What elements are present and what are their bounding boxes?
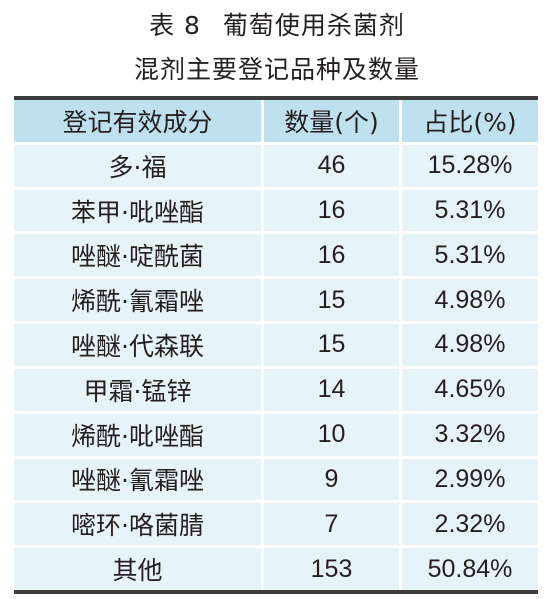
row-divider [14, 500, 538, 504]
count-cell: 9 [261, 458, 399, 501]
ingredient-cell: 苯甲·吡唑酯 [71, 197, 204, 227]
table-row: 唑醚·代森联 15 4.98% [14, 324, 538, 366]
ingredient-cell: 嘧环·咯菌腈 [71, 511, 204, 541]
row-divider [14, 455, 538, 459]
count-cell: 14 [261, 368, 399, 411]
table-row: 唑醚·啶酰菌 16 5.31% [14, 234, 538, 277]
percent-cell: 5.31% [399, 234, 538, 277]
count-cell: 16 [261, 234, 399, 277]
table-row: 苯甲·吡唑酯 16 5.31% [14, 189, 538, 232]
caption-line-2: 混剂主要登记品种及数量 [133, 55, 420, 84]
caption-line-1: 表 8 葡萄使用杀菌剂 [0, 8, 554, 44]
percent-cell: 4.65% [399, 368, 538, 411]
ingredient-cell: 唑醚·啶酰菌 [71, 242, 204, 272]
ingredient-cell: 甲霜·锰锌 [83, 376, 192, 406]
ingredient-cell: 烯酰·氰霜唑 [71, 287, 204, 317]
table-header-row: 登记有效成分 数量(个) 占比(%) [14, 100, 538, 142]
table-row: 烯酰·吡唑酯 10 3.32% [14, 413, 538, 456]
percent-cell: 4.98% [399, 324, 538, 366]
count-cell: 16 [261, 189, 399, 232]
percent-cell: 2.32% [399, 503, 538, 546]
row-divider [14, 365, 538, 369]
row-divider [14, 545, 538, 549]
table-row: 多·福 46 15.28% [14, 144, 538, 187]
ingredient-cell: 多·福 [108, 152, 167, 182]
percent-cell: 4.98% [399, 279, 538, 322]
header-count: 数量(个) [261, 100, 399, 142]
table-row: 其他 153 50.84% [14, 548, 538, 590]
count-cell: 7 [261, 503, 399, 546]
row-divider [14, 276, 538, 280]
count-cell: 15 [261, 324, 399, 366]
row-divider [14, 231, 538, 235]
row-divider [14, 141, 538, 145]
count-cell: 46 [261, 144, 399, 187]
header-percent: 占比(%) [399, 100, 538, 142]
table-row: 烯酰·氰霜唑 15 4.98% [14, 279, 538, 322]
header-ingredient: 登记有效成分 [62, 107, 213, 137]
table-row: 嘧环·咯菌腈 7 2.32% [14, 503, 538, 546]
count-cell: 153 [261, 548, 399, 590]
caption-title: 葡萄使用杀菌剂 [222, 11, 405, 40]
table-row: 唑醚·氰霜唑 9 2.99% [14, 458, 538, 501]
percent-cell: 50.84% [399, 548, 538, 590]
row-divider [14, 321, 538, 325]
percent-cell: 15.28% [399, 144, 538, 187]
table-number: 表 8 [149, 11, 201, 40]
ingredient-cell: 烯酰·吡唑酯 [71, 421, 204, 451]
count-cell: 15 [261, 279, 399, 322]
row-divider [14, 410, 538, 414]
table-row: 甲霜·锰锌 14 4.65% [14, 368, 538, 411]
ingredient-cell: 唑醚·代森联 [71, 331, 204, 361]
percent-cell: 3.32% [399, 413, 538, 456]
ingredient-cell: 其他 [112, 556, 163, 586]
ingredient-cell: 唑醚·氰霜唑 [71, 466, 204, 496]
percent-cell: 2.99% [399, 458, 538, 501]
row-divider [14, 186, 538, 190]
count-cell: 10 [261, 413, 399, 456]
data-table: 登记有效成分 数量(个) 占比(%) 多·福 46 15.28% 苯甲·吡唑酯 … [14, 96, 538, 594]
percent-cell: 5.31% [399, 189, 538, 232]
